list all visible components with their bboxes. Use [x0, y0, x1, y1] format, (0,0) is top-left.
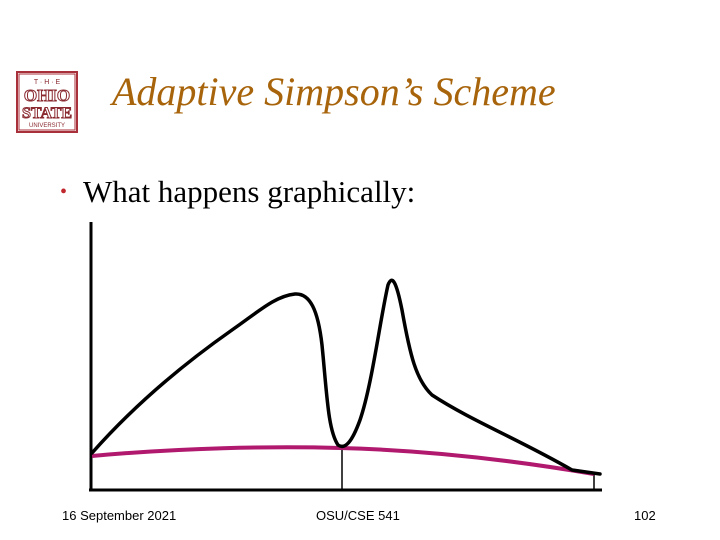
bullet-dot-icon: •: [60, 181, 68, 203]
logo-line-the: T · H · E: [34, 79, 61, 86]
logo-line-ohio: OHIO: [24, 86, 70, 105]
slide-title: Adaptive Simpson’s Scheme: [112, 69, 556, 114]
bullet-text: What happens graphically:: [83, 174, 416, 209]
function-curve: [90, 278, 602, 476]
simpson-parabola-curve: [91, 445, 595, 476]
footer-course: OSU/CSE 541: [316, 508, 400, 523]
footer-page-number: 102: [634, 508, 656, 523]
bullet-item: • What happens graphically:: [60, 170, 415, 214]
footer-date: 16 September 2021: [62, 508, 177, 523]
logo-line-state: STATE: [22, 105, 72, 122]
logo-line-university: UNIVERSITY: [29, 123, 65, 129]
ohio-state-logo: T · H · E OHIO STATE UNIVERSITY: [16, 71, 78, 133]
